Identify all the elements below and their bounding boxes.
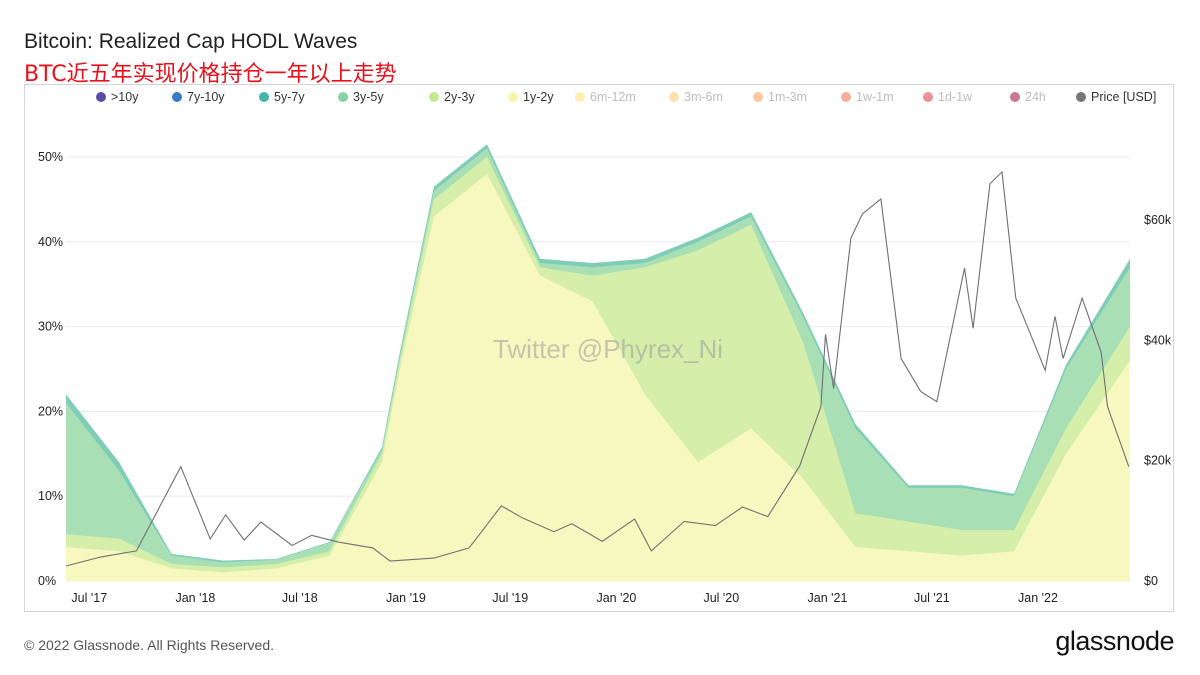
y-left-tick-label: 0% (38, 574, 56, 588)
legend-label: 3y-5y (353, 90, 384, 104)
legend-label: 2y-3y (444, 90, 475, 104)
x-tick-label: Jan '22 (1018, 591, 1058, 605)
legend-item[interactable]: 1d-1w (923, 90, 972, 104)
legend-label: 1y-2y (523, 90, 554, 104)
legend-label: 5y-7y (274, 90, 305, 104)
x-tick-label: Jul '20 (703, 591, 739, 605)
x-tick-label: Jul '17 (71, 591, 107, 605)
x-tick-label: Jan '19 (386, 591, 426, 605)
legend-label: 24h (1025, 90, 1046, 104)
legend-label: 3m-6m (684, 90, 723, 104)
y-left-tick-label: 40% (38, 235, 63, 249)
legend-dot-icon (1010, 92, 1020, 102)
legend-dot-icon (923, 92, 933, 102)
price-line (65, 170, 1130, 567)
legend-dot-icon (575, 92, 585, 102)
legend-item[interactable]: 1m-3m (753, 90, 807, 104)
y-left-tick-label: 30% (38, 320, 63, 334)
legend-dot-icon (96, 92, 106, 102)
legend-dot-icon (669, 92, 679, 102)
legend-item[interactable]: 3m-6m (669, 90, 723, 104)
glassnode-logo: glassnode (1055, 626, 1174, 656)
x-tick-label: Jan '18 (175, 591, 215, 605)
legend-dot-icon (753, 92, 763, 102)
x-tick-label: Jul '19 (492, 591, 528, 605)
legend-dot-icon (338, 92, 348, 102)
y-right-tick-label: $60k (1144, 213, 1172, 227)
y-right-tick-label: $20k (1144, 454, 1172, 468)
legend-item[interactable]: >10y (96, 90, 138, 104)
chart-frame (24, 84, 1174, 612)
legend-item[interactable]: 1y-2y (508, 90, 554, 104)
legend-item[interactable]: 5y-7y (259, 90, 305, 104)
legend-dot-icon (1076, 92, 1086, 102)
legend-label: 1d-1w (938, 90, 973, 104)
y-left-tick-label: 50% (38, 150, 63, 164)
legend-dot-icon (841, 92, 851, 102)
y-left-tick-label: 10% (38, 489, 63, 503)
legend-item[interactable]: Price [USD] (1076, 90, 1156, 104)
x-tick-label: Jul '18 (282, 591, 318, 605)
x-tick-label: Jan '21 (808, 591, 848, 605)
area-1y-2y (66, 174, 1130, 581)
legend-dot-icon (508, 92, 518, 102)
legend-item[interactable]: 1w-1m (841, 90, 894, 104)
legend-item[interactable]: 24h (1010, 90, 1046, 104)
y-right-tick-label: $0 (1144, 574, 1158, 588)
x-tick-label: Jul '21 (914, 591, 950, 605)
legend-label: >10y (111, 90, 139, 104)
legend-item[interactable]: 7y-10y (172, 90, 225, 104)
x-tick-label: Jan '20 (596, 591, 636, 605)
legend-dot-icon (259, 92, 269, 102)
legend-dot-icon (172, 92, 182, 102)
copyright-text: © 2022 Glassnode. All Rights Reserved. (24, 637, 275, 653)
legend-label: 7y-10y (187, 90, 225, 104)
legend-item[interactable]: 2y-3y (429, 90, 475, 104)
y-right-tick-label: $40k (1144, 333, 1172, 347)
chart-title: Bitcoin: Realized Cap HODL Waves (24, 30, 358, 53)
legend-dot-icon (429, 92, 439, 102)
legend-item[interactable]: 3y-5y (338, 90, 384, 104)
legend-label: Price [USD] (1091, 90, 1157, 104)
y-left-tick-label: 20% (38, 404, 63, 418)
legend-label: 1m-3m (768, 90, 807, 104)
legend-label: 6m-12m (590, 90, 636, 104)
watermark-twitter-text: Twitter @Phyrex_Ni (493, 334, 723, 364)
legend-label: 1w-1m (856, 90, 894, 104)
chart-subtitle: BTC近五年实现价格持仓一年以上走势 (24, 62, 397, 87)
legend-item[interactable]: 6m-12m (575, 90, 636, 104)
